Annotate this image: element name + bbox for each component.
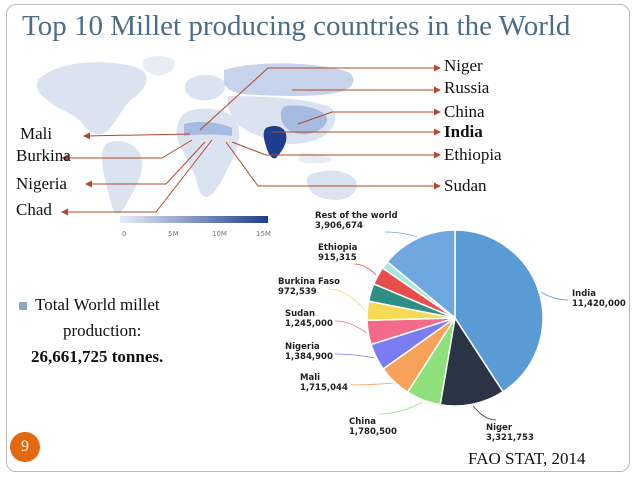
slice-value-india: 11,420,000 xyxy=(572,299,626,309)
bullet-line-2: production: xyxy=(63,321,142,340)
leader-line-mali xyxy=(349,382,393,386)
slice-value-rest-of-the-world: 3,906,674 xyxy=(315,221,363,231)
slice-value-mali: 1,715,044 xyxy=(300,383,348,393)
label-burkina: Burkina xyxy=(16,146,71,165)
pie-slice-rest-of-the-world xyxy=(386,229,456,320)
bullet-total-production: Total World millet production: xyxy=(19,292,160,344)
slide-frame xyxy=(6,4,630,472)
bullet-line-1: Total World millet xyxy=(35,295,160,314)
slice-label-burkina-faso: Burkina Faso xyxy=(278,277,340,287)
slice-value-sudan: 1,245,000 xyxy=(285,319,333,329)
leader-line-sudan xyxy=(334,320,367,334)
source-citation: FAO STAT, 2014 xyxy=(468,449,586,468)
north-america-shape xyxy=(36,62,147,135)
label-niger: Niger xyxy=(444,56,483,75)
leader-line-nigeria xyxy=(334,353,375,359)
page-number-badge: 9 xyxy=(10,432,40,462)
scale-label-15m: 15M xyxy=(256,230,271,238)
leader-line-rest-of-the-world xyxy=(384,231,417,237)
slice-value-nigeria: 1,384,900 xyxy=(285,352,333,362)
bullet-square-icon xyxy=(19,302,27,311)
label-russia: Russia xyxy=(444,78,490,97)
leader-line-ethiopia xyxy=(353,263,377,276)
label-india: India xyxy=(444,122,483,141)
pie-slice-niger xyxy=(439,315,505,407)
slice-value-burkina-faso: 972,539 xyxy=(278,287,317,297)
scale-bar xyxy=(120,216,268,223)
slice-label-china: China xyxy=(349,417,376,427)
scale-label-0: 0 xyxy=(122,230,126,238)
label-sudan: Sudan xyxy=(444,176,487,195)
slice-label-ethiopia: Ethiopia xyxy=(318,243,358,253)
slice-value-ethiopia: 915,315 xyxy=(318,253,357,263)
leader-line-burkina-faso xyxy=(327,288,366,311)
leader-line-india xyxy=(541,292,569,301)
slide-title: Top 10 Millet producing countries in the… xyxy=(22,10,571,42)
slice-label-india: India xyxy=(572,289,596,299)
label-ethiopia: Ethiopia xyxy=(444,145,502,164)
total-production-value: 26,661,725 tonnes. xyxy=(31,347,164,366)
slice-value-china: 1,780,500 xyxy=(349,427,397,437)
scale-label-10m: 10M xyxy=(212,230,227,238)
label-china: China xyxy=(444,102,485,121)
slice-label-nigeria: Nigeria xyxy=(285,342,320,352)
label-chad: Chad xyxy=(16,200,52,219)
slice-label-niger: Niger xyxy=(486,423,513,433)
label-nigeria: Nigeria xyxy=(16,174,67,193)
greenland-shape xyxy=(142,56,175,76)
slice-label-mali: Mali xyxy=(300,373,320,383)
slice-label-rest-of-the-world: Rest of the world xyxy=(315,211,398,221)
slice-label-sudan: Sudan xyxy=(285,309,315,319)
leader-line-china xyxy=(378,401,423,415)
scale-label-5m: 5M xyxy=(168,230,179,238)
label-mali: Mali xyxy=(20,124,53,143)
leader-line-niger xyxy=(472,405,497,421)
slice-value-niger: 3,321,753 xyxy=(486,433,534,443)
